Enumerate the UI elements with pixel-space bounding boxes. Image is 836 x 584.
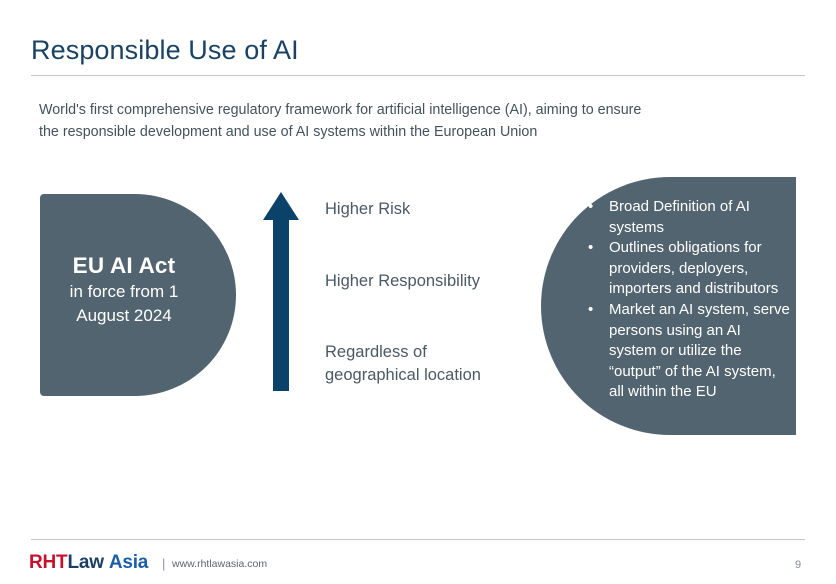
eu-ai-act-heading: EU AI Act [72, 253, 176, 278]
logo-separator: | [162, 556, 166, 571]
subtitle-line-1: World's first comprehensive regulatory f… [39, 102, 642, 118]
ai-act-scope-bullet-list: • Broad Definition of AI systems • Outli… [584, 197, 792, 403]
bullet-icon: • [588, 300, 594, 318]
logo-part-rht: RHT [29, 552, 68, 573]
mid-item-geographical-location: Regardless of geographical location [325, 341, 530, 387]
page-number: 9 [795, 559, 802, 571]
eu-ai-act-subline-2: August 2024 [76, 306, 172, 325]
list-item: • Market an AI system, serve persons usi… [584, 300, 792, 403]
bullet-icon: • [588, 198, 594, 215]
list-item-label: Broad Definition of AI systems [609, 198, 750, 236]
list-item-label: Outlines obligations for providers, depl… [609, 239, 779, 298]
logo-part-law: Law [67, 552, 104, 573]
ai-act-scope-shape: • Broad Definition of AI systems • Outli… [541, 177, 796, 435]
rhtlaw-asia-logo: RHTLaw Asia [29, 552, 148, 574]
eu-ai-act-subline-1: in force from 1 [69, 282, 179, 301]
page-title: Responsible Use of AI [31, 35, 299, 65]
mid-item-line-2: geographical location [325, 366, 481, 384]
footer-divider [31, 539, 805, 540]
up-arrow-icon [261, 190, 301, 393]
list-item-label: Market an AI system, serve persons using… [609, 300, 790, 401]
eu-ai-act-text-block: EU AI Act in force from 1 August 2024 [40, 251, 208, 328]
eu-ai-act-shape: EU AI Act in force from 1 August 2024 [40, 194, 236, 396]
mid-item-higher-risk: Higher Risk [325, 200, 411, 218]
list-item: • Broad Definition of AI systems [584, 197, 792, 238]
bullet-icon: • [588, 239, 594, 257]
mid-item-higher-responsibility: Higher Responsibility [325, 272, 480, 290]
footer-website-url: www.rhtlawasia.com [172, 558, 268, 570]
mid-item-line-1: Regardless of [325, 343, 427, 361]
subtitle-line-2: the responsible development and use of A… [39, 123, 538, 140]
logo-part-asia: Asia [108, 552, 149, 573]
subtitle-text: World's first comprehensive regulatory f… [39, 100, 769, 143]
list-item: • Outlines obligations for providers, de… [584, 238, 792, 300]
title-divider [31, 75, 805, 76]
